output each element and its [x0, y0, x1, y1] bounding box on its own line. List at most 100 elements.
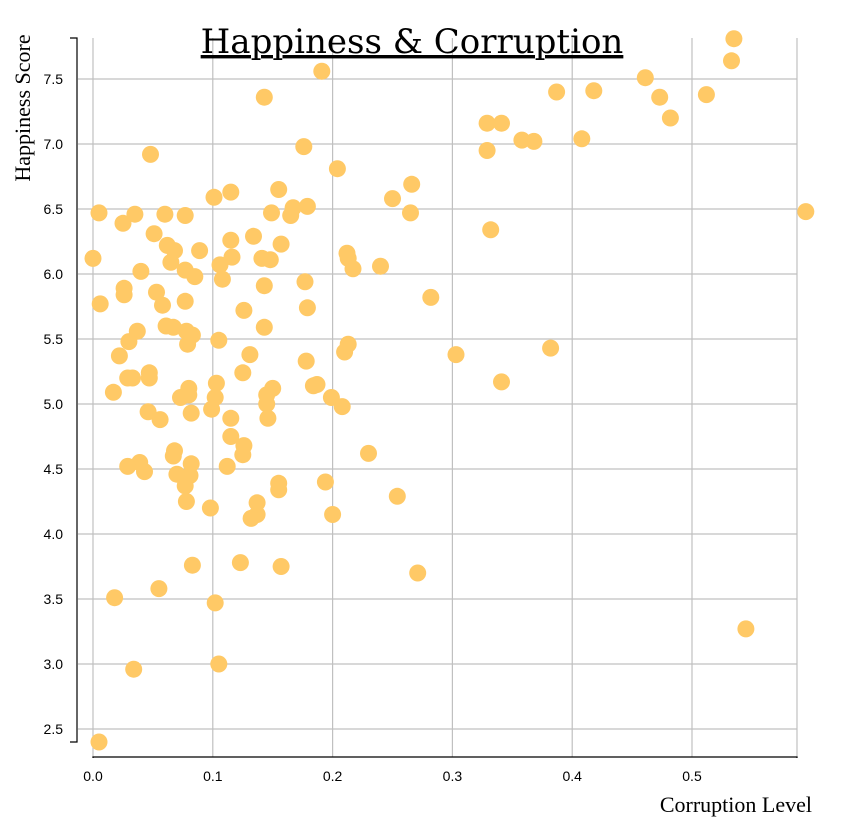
data-point	[145, 225, 163, 243]
data-point	[211, 256, 229, 274]
data-point	[218, 457, 236, 475]
y-tick-label: 5.0	[44, 396, 64, 412]
x-axis-line	[92, 756, 798, 758]
data-point	[258, 395, 276, 413]
data-point	[478, 114, 496, 132]
data-point	[164, 447, 182, 465]
y-tick-label: 2.5	[44, 721, 64, 737]
data-point	[270, 181, 288, 198]
data-point	[213, 270, 231, 288]
data-point	[182, 404, 200, 422]
data-point	[573, 130, 591, 148]
data-point	[201, 499, 219, 517]
data-point	[255, 88, 273, 106]
y-axis-label: Happiness Score	[10, 34, 35, 181]
data-point	[110, 347, 128, 365]
data-point	[176, 292, 194, 310]
y-tick-label: 3.5	[44, 591, 64, 607]
y-tick-label: 7.0	[44, 136, 64, 152]
data-point	[242, 509, 260, 527]
data-point	[388, 487, 406, 505]
data-point	[316, 473, 334, 491]
data-point	[409, 564, 427, 582]
data-point	[661, 109, 679, 127]
y-axis-line	[70, 37, 78, 743]
data-point	[90, 204, 108, 222]
data-point	[241, 346, 259, 364]
data-point	[542, 339, 560, 357]
data-point	[270, 481, 288, 499]
data-point	[126, 205, 144, 223]
data-point	[84, 249, 102, 267]
data-point	[651, 88, 669, 106]
data-point	[104, 383, 122, 401]
data-point	[164, 318, 182, 336]
y-tick-label: 4.0	[44, 526, 64, 542]
data-point	[402, 204, 419, 222]
x-tick-label: 0.3	[443, 768, 463, 784]
data-point	[482, 221, 500, 239]
data-point	[697, 86, 715, 104]
data-point	[344, 260, 362, 278]
data-point	[106, 589, 124, 607]
data-point	[191, 242, 209, 260]
x-tick-label: 0.4	[562, 768, 582, 784]
data-point	[304, 377, 322, 395]
data-point	[151, 411, 169, 429]
x-gridlines	[92, 38, 798, 757]
data-point	[324, 506, 342, 523]
y-tick-labels: 2.5 3.0 3.5 4.0 4.5 5.0 5.5 6.0 6.5 7.0 7.5	[44, 71, 64, 737]
x-tick-label: 0.1	[203, 768, 223, 784]
x-tick-label: 0.5	[682, 768, 702, 784]
data-point	[282, 207, 300, 224]
data-point	[723, 52, 740, 70]
data-point	[222, 231, 240, 249]
data-point	[119, 457, 137, 475]
data-point	[298, 299, 316, 317]
data-point	[447, 346, 465, 364]
y-tick-label: 5.5	[44, 331, 64, 347]
data-point	[132, 262, 150, 280]
data-point	[176, 207, 194, 224]
data-point	[336, 343, 354, 361]
data-point	[245, 227, 262, 245]
data-point	[203, 400, 221, 418]
data-point	[297, 352, 315, 370]
data-point	[179, 335, 197, 353]
data-point	[172, 389, 189, 406]
data-point	[797, 203, 815, 221]
x-tick-labels: 0.0 0.1 0.2 0.3 0.4 0.5	[83, 768, 702, 784]
data-point	[255, 277, 273, 295]
data-point	[120, 333, 138, 351]
data-point	[259, 409, 277, 427]
x-tick-label: 0.0	[83, 768, 103, 784]
data-point	[114, 214, 132, 232]
data-point	[333, 398, 351, 416]
data-point	[222, 409, 240, 427]
y-tick-label: 7.5	[44, 71, 64, 87]
data-point	[493, 114, 510, 132]
data-point	[177, 493, 195, 510]
data-point	[235, 301, 253, 319]
data-point	[725, 30, 743, 48]
data-point	[313, 62, 331, 80]
data-point	[548, 83, 566, 101]
data-point	[231, 554, 249, 572]
data-point	[422, 288, 440, 306]
x-axis-label: Corruption Level	[660, 792, 812, 817]
data-point	[207, 374, 225, 392]
data-point	[205, 188, 223, 206]
data-point	[154, 296, 171, 314]
data-point	[403, 175, 421, 193]
y-tick-label: 3.0	[44, 656, 64, 672]
data-point	[222, 428, 240, 445]
data-point	[478, 142, 496, 159]
data-point	[493, 373, 510, 391]
data-point	[295, 138, 313, 156]
data-point	[183, 556, 201, 574]
data-point	[125, 660, 143, 678]
data-point	[156, 205, 174, 223]
data-point	[255, 318, 273, 336]
data-point	[186, 268, 204, 286]
data-point	[234, 446, 252, 464]
